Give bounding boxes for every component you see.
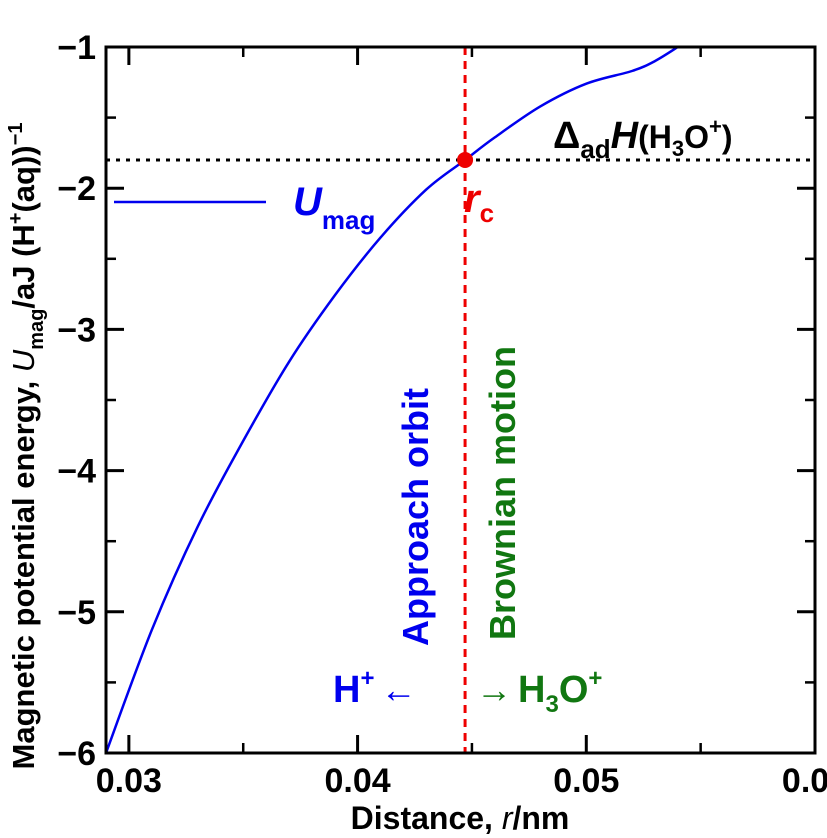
reference-line-label: ΔadH(H3O+) (553, 114, 733, 164)
y-axis-title-sup: + (5, 213, 27, 225)
x-axis-title-unit: /nm (512, 800, 569, 836)
legend-subscript: mag (322, 205, 375, 235)
y-tick-label: −3 (57, 311, 96, 349)
x-tick-labels: 0.03 0.04 0.05 0.06 (96, 762, 827, 800)
y-axis-title-exp: −1 (5, 123, 27, 146)
crit-sub: c (480, 198, 494, 228)
ref-sub2: 3 (672, 136, 684, 161)
critical-point (457, 151, 474, 168)
x-axis-title: Distance, r/nm (351, 800, 570, 836)
y-tick-label: −5 (57, 594, 96, 632)
x-tick-label: 0.03 (96, 762, 162, 800)
h3o-plus-label: → H3O+ (476, 665, 602, 718)
h3o-ion-o: O (559, 669, 589, 711)
left-arrow-icon: ← (380, 669, 416, 710)
h-plus-sup: + (360, 665, 374, 692)
right-arrow-icon: → (476, 669, 512, 710)
y-tick-label: −2 (57, 170, 96, 208)
ref-open: (H (638, 119, 672, 155)
h-plus-label: H+ ← (333, 665, 416, 711)
crit-var: r (464, 177, 482, 221)
critical-point-label: rc (464, 177, 494, 228)
plot-frame (104, 45, 817, 755)
approach-orbit-label: Approach orbit (395, 388, 436, 646)
ref-sub: ad (580, 134, 610, 164)
h3o-sup: + (588, 665, 602, 692)
x-tick-label: 0.05 (553, 762, 619, 800)
x-axis-title-main: Distance, (351, 800, 502, 836)
y-tick-label: −1 (57, 29, 96, 67)
ref-close: ) (722, 119, 733, 155)
y-axis-title: Magnetic potential energy, Umag/aJ (H+(a… (5, 123, 48, 770)
y-tick-label: −4 (57, 453, 96, 491)
series-line-u-mag (106, 47, 679, 753)
x-axis-title-var: r (502, 800, 514, 836)
y-axis-title-var: U (6, 349, 41, 372)
brownian-motion-label: Brownian motion (482, 346, 523, 640)
x-tick-label: 0.04 (324, 762, 390, 800)
y-axis-title-unit: /aJ (H (6, 224, 41, 308)
h3o-sub: 3 (545, 691, 558, 718)
ref-sup: + (709, 114, 722, 139)
legend-label: Umag (293, 180, 375, 235)
h3o-ion-h: H (518, 669, 545, 711)
ref-var: H (611, 115, 640, 157)
ref-prefix: Δ (553, 115, 580, 157)
y-tick-labels: −1 −2 −3 −4 −5 −6 (57, 29, 96, 773)
h-plus-ion: H (333, 669, 360, 711)
legend-symbol: U (293, 180, 323, 224)
y-axis-title-sub: mag (26, 309, 48, 350)
y-axis-title-main: Magnetic potential energy, (6, 372, 41, 769)
ref-mid: O (684, 119, 709, 155)
y-tick-label: −6 (57, 735, 96, 773)
y-axis-title-tail: (aq)) (6, 145, 41, 212)
x-tick-label: 0.06 (782, 762, 827, 800)
